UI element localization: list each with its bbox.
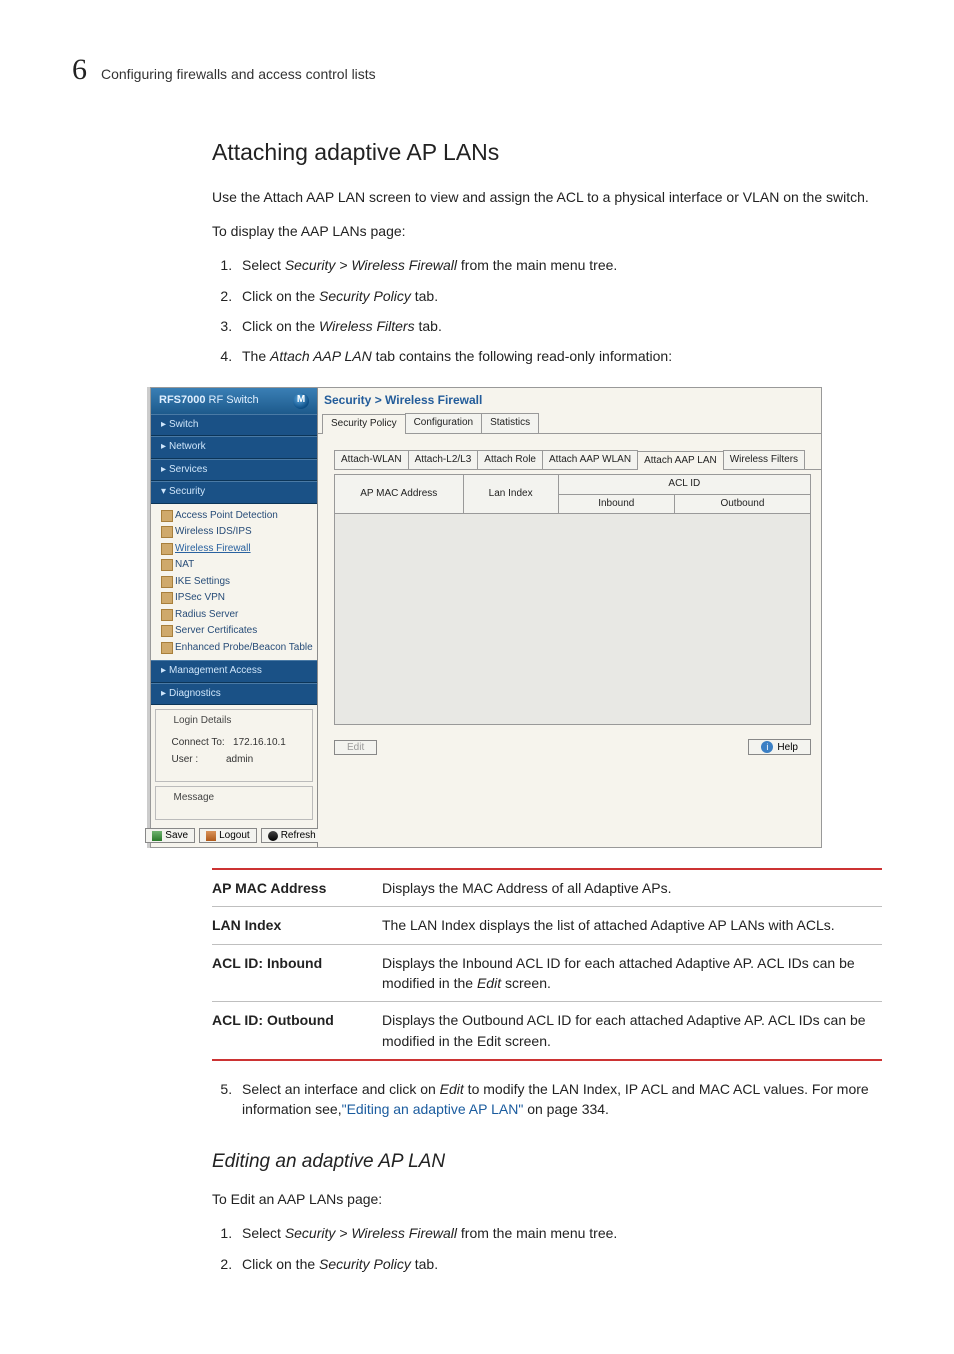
step-item: Click on the Security Policy tab. [236,1254,882,1274]
step-item: Select an interface and click on Edit to… [236,1079,882,1120]
tab-statistics[interactable]: Statistics [481,413,539,433]
login-details-box: Login Details Connect To: 172.16.10.1 Us… [155,709,313,782]
page-header-text: Configuring firewalls and access control… [101,64,376,84]
chapter-number: 6 [72,48,87,92]
edit-steps-list: Select Security > Wireless Firewall from… [212,1223,882,1274]
desc-row: AP MAC Address Displays the MAC Address … [212,869,882,907]
step-item: Select Security > Wireless Firewall from… [236,1223,882,1243]
ui-screenshot: RFS7000 RF Switch M ▸Switch ▸Network ▸Se… [150,387,822,849]
desc-term: ACL ID: Outbound [212,1002,382,1060]
step-item: Select Security > Wireless Firewall from… [236,255,882,275]
sidebar-item-diagnostics[interactable]: ▸Diagnostics [151,683,317,706]
tree-item-selected[interactable]: Wireless Firewall [161,541,313,558]
tab-wireless-filters[interactable]: Wireless Filters [723,450,805,470]
desc-def: The LAN Index displays the list of attac… [382,907,882,944]
tree-item[interactable]: Enhanced Probe/Beacon Table [161,640,313,657]
col-inbound[interactable]: Inbound [558,494,674,514]
tab-attach-wlan[interactable]: Attach-WLAN [334,450,409,470]
sidebar-item-network[interactable]: ▸Network [151,436,317,459]
desc-def: Displays the Inbound ACL ID for each att… [382,944,882,1002]
heading-2: Editing an adaptive AP LAN [212,1148,882,1176]
logout-button[interactable]: Logout [199,828,257,843]
col-lan[interactable]: Lan Index [463,475,558,514]
help-icon: i [761,741,773,753]
tree-item[interactable]: Wireless IDS/IPS [161,524,313,541]
data-grid: AP MAC Address Lan Index ACL ID Inbound … [334,474,811,725]
col-mac[interactable]: AP MAC Address [335,475,464,514]
tab-configuration[interactable]: Configuration [405,413,482,433]
step-item: Click on the Security Policy tab. [236,286,882,306]
grid-body-empty[interactable] [334,514,811,725]
tab-security-policy[interactable]: Security Policy [322,414,406,434]
save-icon [152,831,162,841]
heading-1: Attaching adaptive AP LANs [212,136,882,169]
steps-list: Select Security > Wireless Firewall from… [212,255,882,366]
desc-def: Displays the Outbound ACL ID for each at… [382,1002,882,1060]
message-box: Message [155,786,313,820]
desc-def: Displays the MAC Address of all Adaptive… [382,869,882,907]
logo-icon: M [293,393,309,409]
tree-item[interactable]: Server Certificates [161,623,313,640]
main-panel: Security > Wireless Firewall Security Po… [318,388,821,848]
steps-list-cont: Select an interface and click on Edit to… [212,1079,882,1120]
lead-paragraph: To display the AAP LANs page: [212,221,882,241]
tree-item[interactable]: IKE Settings [161,574,313,591]
desc-row: ACL ID: Inbound Displays the Inbound ACL… [212,944,882,1002]
tree-item[interactable]: Access Point Detection [161,508,313,525]
desc-term: ACL ID: Inbound [212,944,382,1002]
sidebar-title: RFS7000 RF Switch M [151,388,317,414]
tree-item[interactable]: Radius Server [161,607,313,624]
tab-attach-aap-wlan[interactable]: Attach AAP WLAN [542,450,638,470]
step-item: Click on the Wireless Filters tab. [236,316,882,336]
tab-attach-aap-lan[interactable]: Attach AAP LAN [637,451,724,471]
tree-item[interactable]: IPSec VPN [161,590,313,607]
sidebar-item-security[interactable]: ▾Security [151,481,317,504]
sidebar: RFS7000 RF Switch M ▸Switch ▸Network ▸Se… [151,388,318,848]
sidebar-buttons: Save Logout Refresh [151,824,317,847]
desc-row: ACL ID: Outbound Displays the Outbound A… [212,1002,882,1060]
help-button[interactable]: iHelp [748,739,811,755]
save-button[interactable]: Save [145,828,195,843]
col-outbound[interactable]: Outbound [674,494,810,514]
tab-attach-role[interactable]: Attach Role [477,450,543,470]
primary-tabs: Security Policy Configuration Statistics [318,413,821,434]
sidebar-tree: Access Point Detection Wireless IDS/IPS … [151,504,317,661]
cross-ref-link[interactable]: "Editing an adaptive AP LAN" [342,1101,524,1117]
page-header: 6 Configuring firewalls and access contr… [72,48,882,92]
tree-item[interactable]: NAT [161,557,313,574]
secondary-tabs: Attach-WLAN Attach-L2/L3 Attach Role Att… [334,450,821,471]
refresh-icon [268,831,278,841]
sidebar-item-switch[interactable]: ▸Switch [151,414,317,437]
desc-term: AP MAC Address [212,869,382,907]
field-description-table: AP MAC Address Displays the MAC Address … [212,868,882,1061]
tab-attach-l2l3[interactable]: Attach-L2/L3 [408,450,479,470]
breadcrumb: Security > Wireless Firewall [318,388,821,413]
edit-button[interactable]: Edit [334,740,377,755]
logout-icon [206,831,216,841]
edit-lead: To Edit an AAP LANs page: [212,1189,882,1209]
intro-paragraph: Use the Attach AAP LAN screen to view an… [212,187,882,207]
sidebar-item-management[interactable]: ▸Management Access [151,660,317,683]
desc-row: LAN Index The LAN Index displays the lis… [212,907,882,944]
refresh-button[interactable]: Refresh [261,828,323,843]
col-acl: ACL ID [558,475,810,495]
step-item: The Attach AAP LAN tab contains the foll… [236,346,882,366]
sidebar-item-services[interactable]: ▸Services [151,459,317,482]
desc-term: LAN Index [212,907,382,944]
